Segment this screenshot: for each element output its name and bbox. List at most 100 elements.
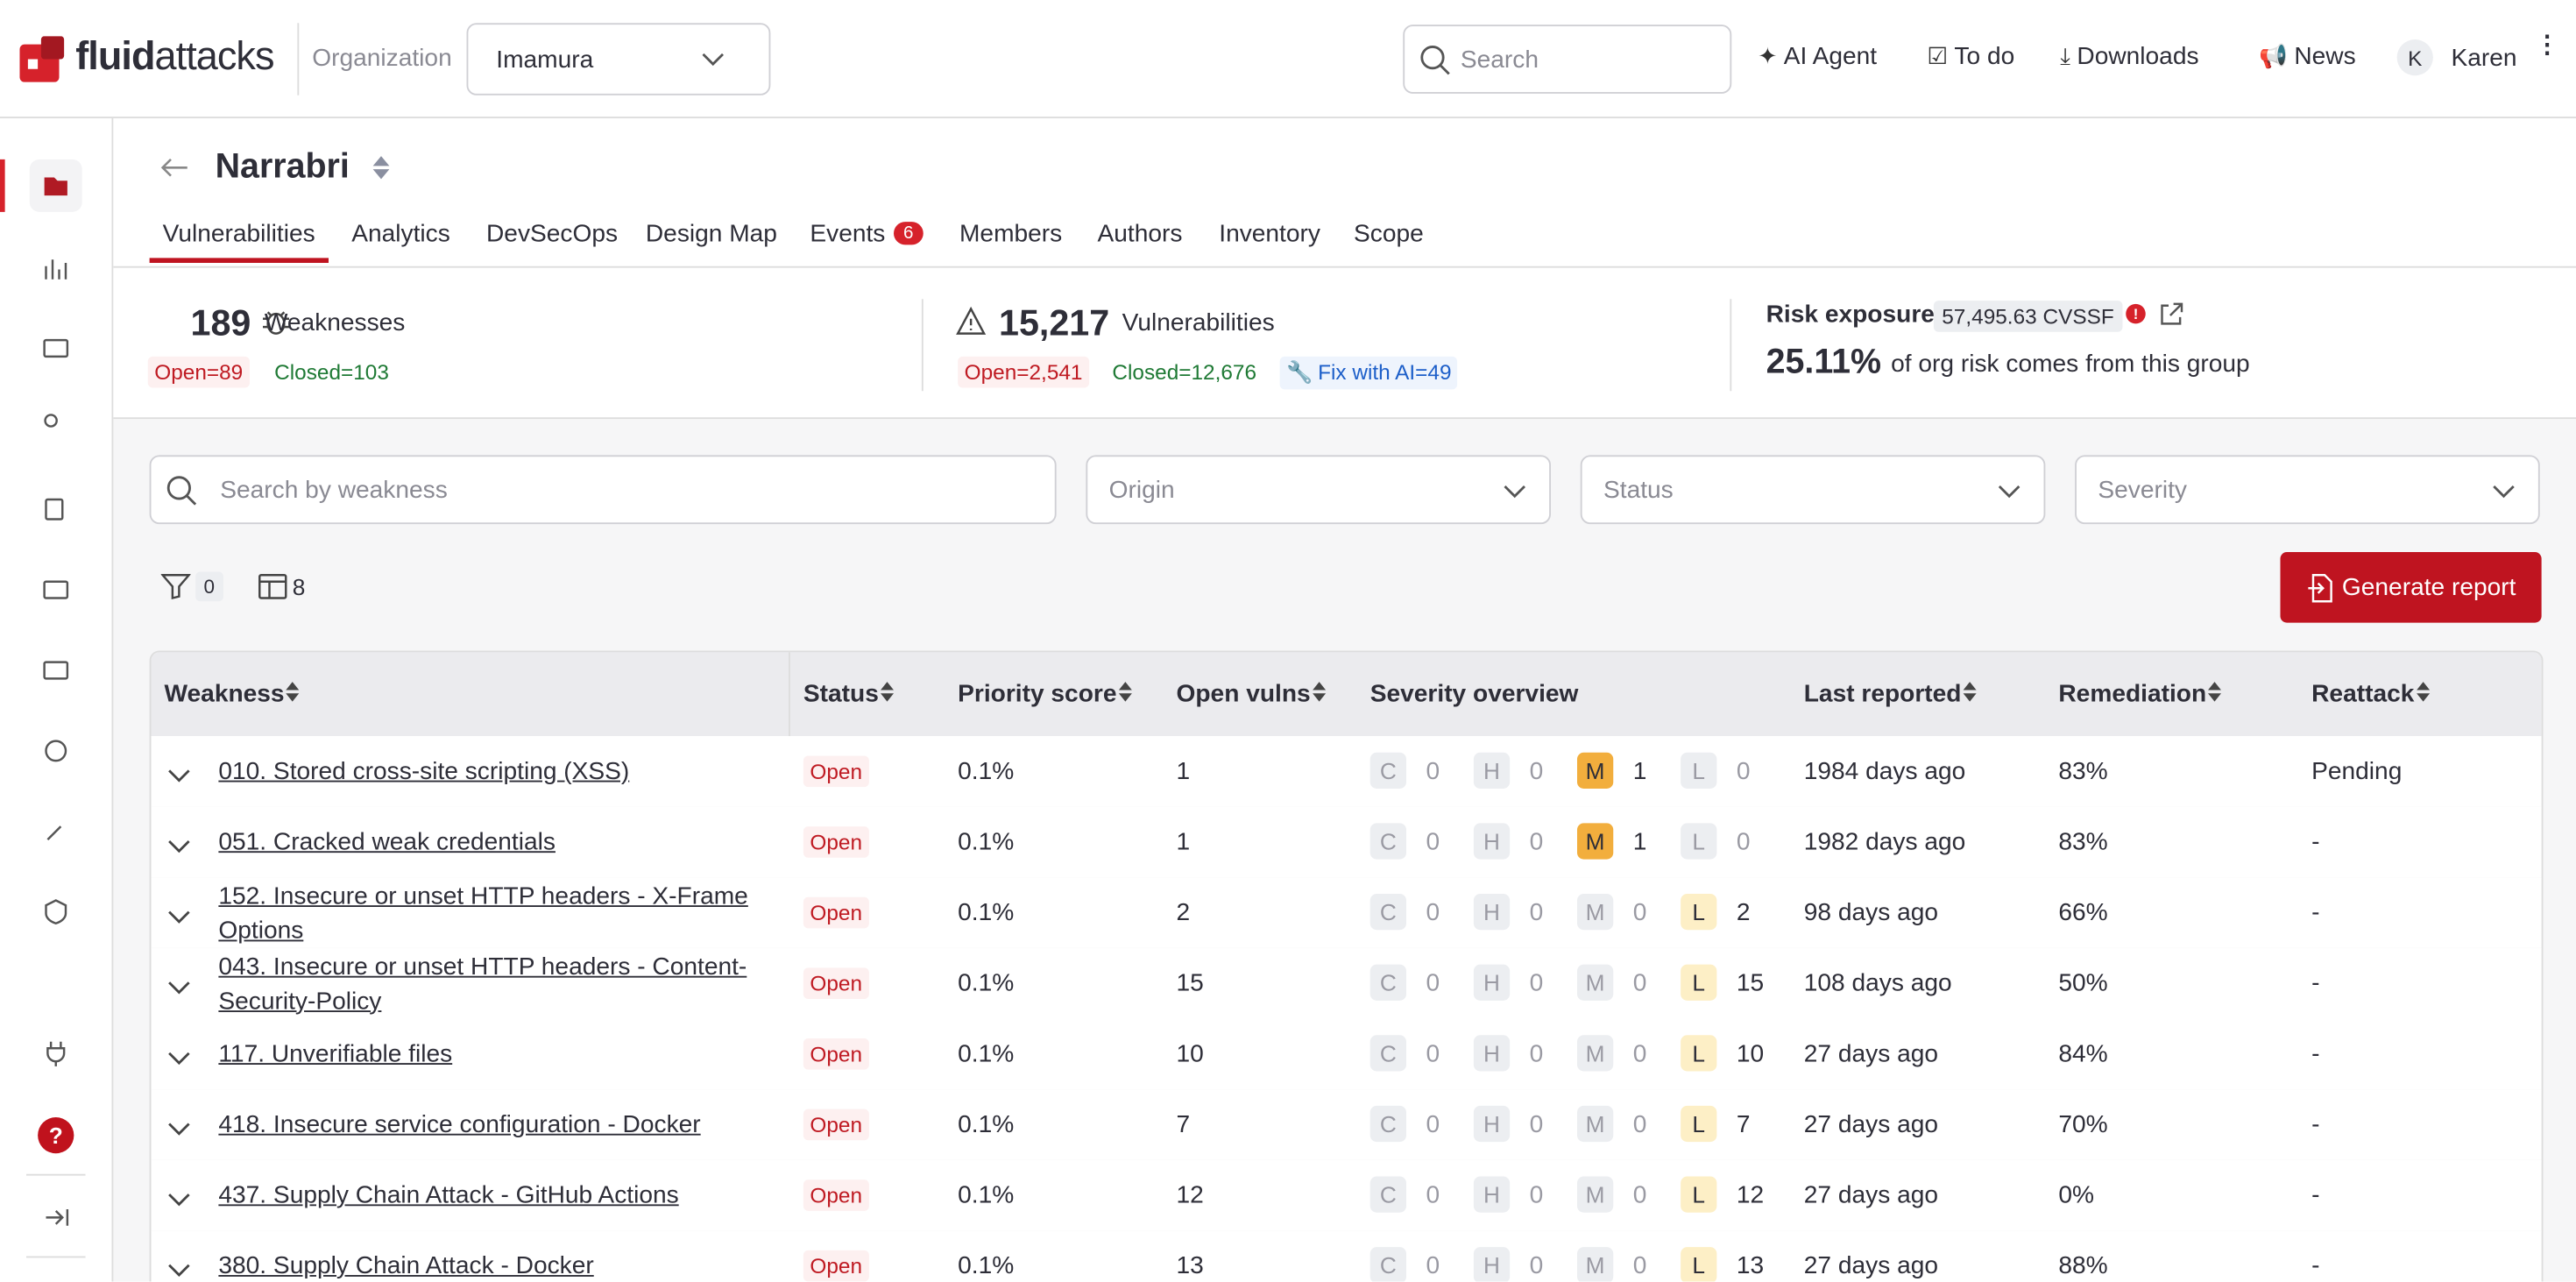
icon-collapse[interactable] — [46, 1209, 69, 1226]
tab[interactable]: Authors — [1098, 220, 1183, 248]
tab[interactable]: Events 6 — [810, 220, 924, 248]
fix-with-ai[interactable]: 🔧 Fix with AI=49 — [1279, 356, 1459, 390]
tab[interactable]: Analytics — [351, 220, 450, 248]
table-header: Weakness Status Priority score Open vulns Se… — [151, 652, 2542, 736]
brand-b: attacks — [154, 34, 275, 79]
icon-mail[interactable] — [43, 580, 69, 599]
status-badge: Open — [803, 1250, 869, 1282]
external-link[interactable] — [2159, 302, 2183, 327]
avatar[interactable]: K — [2396, 39, 2433, 76]
nav-item[interactable]: 📢 News — [2259, 43, 2356, 71]
back-button[interactable] — [159, 158, 189, 178]
table-row: 051. Cracked weak credentials Open 0.1% 1 C 0… — [151, 806, 2542, 880]
column-header[interactable]: Remediation — [2058, 652, 2223, 736]
search-box[interactable]: Search — [1403, 25, 1732, 94]
expand-toggle[interactable] — [167, 1257, 190, 1281]
tab[interactable]: Inventory — [1219, 220, 1320, 248]
open-vulns: 15 — [1176, 969, 1204, 998]
icon-plug[interactable] — [46, 1041, 66, 1066]
group-name: Narrabri — [215, 147, 350, 186]
icon-members[interactable] — [44, 414, 58, 428]
weakness-link[interactable]: 043. Insecure or unset HTTP headers - Co… — [218, 952, 747, 1015]
column-header[interactable]: Open vulns — [1177, 652, 1327, 736]
user-name[interactable]: Karen — [2451, 44, 2517, 73]
column-header[interactable]: Weakness — [165, 652, 301, 736]
column-header[interactable]: Priority score — [958, 652, 1133, 736]
weakness-link[interactable]: 051. Cracked weak credentials — [218, 828, 556, 856]
column-header[interactable]: Status — [803, 652, 895, 736]
weakness-link[interactable]: 380. Supply Chain Attack - Docker — [218, 1251, 594, 1280]
severity-chip: M — [1577, 894, 1614, 931]
icon-alert[interactable] — [45, 740, 67, 762]
status-cell: Open — [803, 1089, 869, 1160]
nav-item[interactable]: ☑ To do — [1927, 43, 2014, 71]
priority: 0.1% — [958, 757, 1015, 786]
status-cell: Open — [803, 807, 869, 878]
tab[interactable]: DevSecOps — [486, 220, 618, 248]
expand-toggle[interactable] — [167, 903, 190, 933]
weakness-search[interactable]: Search by weakness — [149, 455, 1057, 525]
severity-chip: C — [1369, 1105, 1406, 1143]
divider — [297, 23, 300, 96]
remediation: 0% — [2058, 1181, 2095, 1209]
priority-cell: 0.1% — [958, 1019, 1014, 1090]
expand-toggle[interactable] — [167, 1116, 190, 1145]
weakness-link[interactable]: 010. Stored cross-site scripting (XSS) — [218, 757, 630, 786]
generate-report[interactable]: Generate report — [2280, 552, 2542, 623]
reattack: - — [2311, 1110, 2320, 1139]
icon-shield[interactable] — [45, 899, 67, 925]
dropdown[interactable]: Origin — [1086, 455, 1551, 525]
icon-policies[interactable] — [45, 498, 64, 521]
expand-toggle[interactable] — [167, 762, 190, 792]
severity-chip: H — [1473, 823, 1511, 860]
table-row: 437. Supply Chain Attack - GitHub Action… — [151, 1159, 2542, 1233]
nav-item[interactable]: ✦ AI Agent — [1758, 43, 1877, 71]
icon-groups[interactable] — [44, 177, 67, 196]
icon-help[interactable] — [38, 1117, 74, 1154]
status-cell: Open — [803, 1230, 869, 1282]
chevron — [2492, 478, 2515, 506]
reattack-cell: - — [2311, 1019, 2319, 1090]
status-cell: Open — [803, 1160, 869, 1231]
brand[interactable]: fluidattacks — [75, 34, 275, 81]
tab[interactable]: Vulnerabilities — [149, 220, 329, 263]
expand-toggle[interactable] — [167, 1045, 190, 1075]
weakness-link[interactable]: 117. Unverifiable files — [218, 1039, 453, 1068]
column-header[interactable]: Last reported — [1804, 652, 1978, 736]
column-label: Priority score — [958, 680, 1117, 709]
tab[interactable]: Scope — [1354, 220, 1424, 248]
column-header[interactable]: Reattack — [2311, 652, 2431, 736]
expand-toggle[interactable] — [167, 1186, 190, 1216]
weakness-link[interactable]: 152. Insecure or unset HTTP headers - X-… — [218, 881, 748, 945]
columns-icon[interactable] — [258, 573, 287, 599]
remediation: 50% — [2058, 969, 2108, 998]
risk-info[interactable]: ! — [2126, 303, 2146, 324]
remediation: 70% — [2058, 1110, 2108, 1139]
weakness-link[interactable]: 437. Supply Chain Attack - GitHub Action… — [218, 1181, 679, 1209]
icon-billing[interactable] — [43, 661, 69, 680]
icon-analytics[interactable] — [45, 259, 67, 280]
expand-toggle[interactable] — [167, 833, 190, 863]
expand-toggle[interactable] — [167, 974, 190, 1004]
last-reported: 27 days ago — [1803, 1251, 1939, 1280]
open-vulns: 12 — [1176, 1181, 1204, 1209]
icon-portfolio[interactable] — [43, 338, 69, 358]
priority-cell: 0.1% — [958, 1089, 1014, 1160]
filter-icon[interactable] — [160, 573, 191, 600]
user-menu[interactable]: ⋮ — [2535, 31, 2560, 60]
org-select[interactable]: Imamura — [466, 23, 771, 96]
tab[interactable]: Members — [959, 220, 1062, 248]
weakness-link[interactable]: 418. Insecure service configuration - Do… — [218, 1110, 701, 1139]
dropdown[interactable]: Status — [1580, 455, 2046, 525]
tab[interactable]: Design Map — [646, 220, 777, 248]
nav-item[interactable]: ⤓ Downloads — [2060, 43, 2198, 71]
group-switch[interactable] — [372, 154, 392, 181]
last-reported-cell: 27 days ago — [1804, 1160, 1938, 1231]
dropdown[interactable]: Severity — [2075, 455, 2540, 525]
icon-key[interactable] — [46, 825, 62, 840]
